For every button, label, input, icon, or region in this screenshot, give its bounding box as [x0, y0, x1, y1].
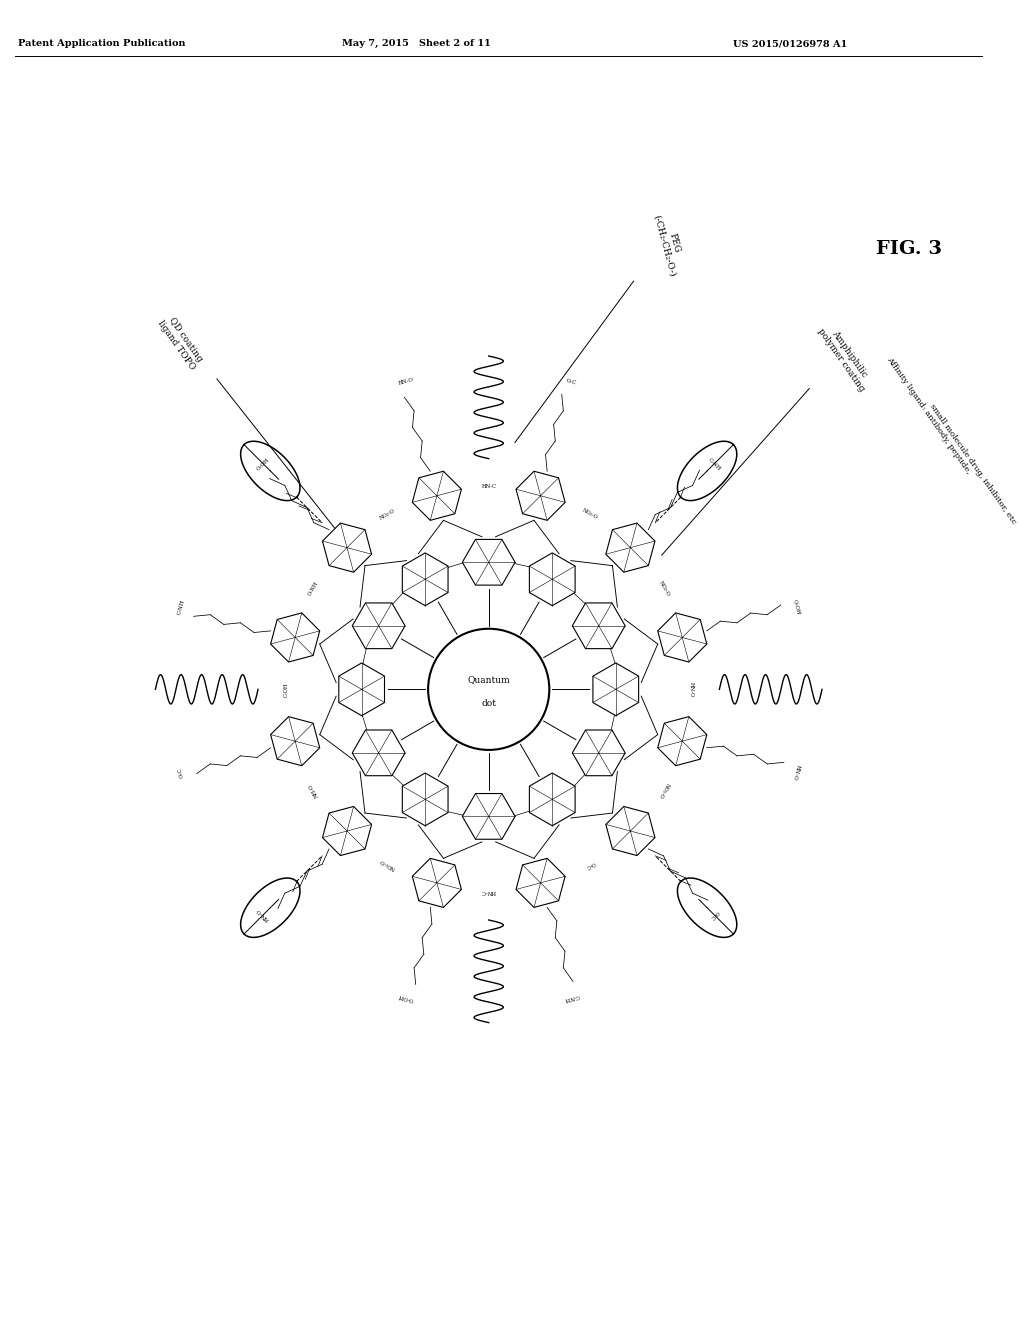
Polygon shape: [412, 858, 461, 907]
Text: HN-C: HN-C: [481, 890, 495, 894]
Text: FIG. 3: FIG. 3: [875, 240, 942, 259]
Polygon shape: [270, 612, 319, 663]
Polygon shape: [529, 553, 575, 606]
Polygon shape: [516, 471, 565, 520]
Polygon shape: [592, 663, 638, 715]
Text: O-C: O-C: [177, 766, 184, 777]
Polygon shape: [657, 717, 706, 766]
Polygon shape: [401, 553, 447, 606]
Text: NO₂-O: NO₂-O: [379, 858, 395, 871]
Polygon shape: [572, 730, 625, 776]
Text: May 7, 2015   Sheet 2 of 11: May 7, 2015 Sheet 2 of 11: [341, 40, 490, 49]
Text: Amphiphilic
polymer coating: Amphiphilic polymer coating: [815, 321, 874, 393]
Text: O-C: O-C: [584, 859, 595, 870]
Text: O-OH: O-OH: [256, 457, 270, 471]
Text: HN-O: HN-O: [256, 907, 270, 921]
Circle shape: [428, 628, 549, 750]
Polygon shape: [462, 793, 515, 840]
Text: QD coating
ligand TOPO: QD coating ligand TOPO: [156, 313, 205, 372]
Text: HN-O: HN-O: [688, 681, 693, 697]
Text: HN-O: HN-O: [791, 763, 800, 780]
Polygon shape: [270, 717, 319, 766]
Text: PEG
(-CH₂-CH₂-O-): PEG (-CH₂-CH₂-O-): [651, 211, 687, 277]
Text: C-NH: C-NH: [176, 599, 185, 615]
Polygon shape: [322, 523, 371, 572]
Text: Affinity ligand: antibody, peptide,: Affinity ligand: antibody, peptide,: [884, 355, 971, 475]
Polygon shape: [412, 471, 461, 520]
Text: Quantum: Quantum: [467, 675, 510, 684]
Polygon shape: [657, 612, 706, 663]
Text: C-NH: C-NH: [706, 457, 720, 471]
Text: O-C: O-C: [708, 909, 718, 920]
Polygon shape: [352, 730, 405, 776]
Text: Patent Application Publication: Patent Application Publication: [17, 40, 184, 49]
Polygon shape: [572, 603, 625, 648]
Polygon shape: [352, 603, 405, 648]
Text: HN-O: HN-O: [397, 378, 414, 385]
Text: NO₂-O: NO₂-O: [657, 579, 669, 597]
Polygon shape: [338, 663, 384, 715]
Text: small molecule drug, inhibitor, etc: small molecule drug, inhibitor, etc: [927, 403, 1016, 527]
Text: US 2015/0126978 A1: US 2015/0126978 A1: [733, 40, 847, 49]
Polygon shape: [401, 774, 447, 826]
Polygon shape: [462, 540, 515, 585]
Polygon shape: [516, 858, 565, 907]
Polygon shape: [322, 807, 371, 855]
Text: dot: dot: [481, 700, 495, 709]
Text: NO₂-O: NO₂-O: [657, 781, 669, 799]
Text: NO₂-O: NO₂-O: [379, 508, 395, 520]
Text: O-NH: O-NH: [307, 581, 319, 597]
Polygon shape: [529, 774, 575, 826]
Polygon shape: [605, 807, 654, 855]
Polygon shape: [605, 523, 654, 572]
Text: NO₂-O: NO₂-O: [581, 508, 598, 520]
Text: C-OH: C-OH: [283, 682, 288, 697]
Text: NH-O: NH-O: [307, 783, 319, 799]
Text: C-NH: C-NH: [562, 993, 579, 1002]
Text: O-OH: O-OH: [792, 598, 800, 615]
Text: HN-C: HN-C: [481, 484, 495, 490]
Text: O-OH: O-OH: [397, 993, 414, 1002]
Text: O-C: O-C: [565, 378, 577, 385]
